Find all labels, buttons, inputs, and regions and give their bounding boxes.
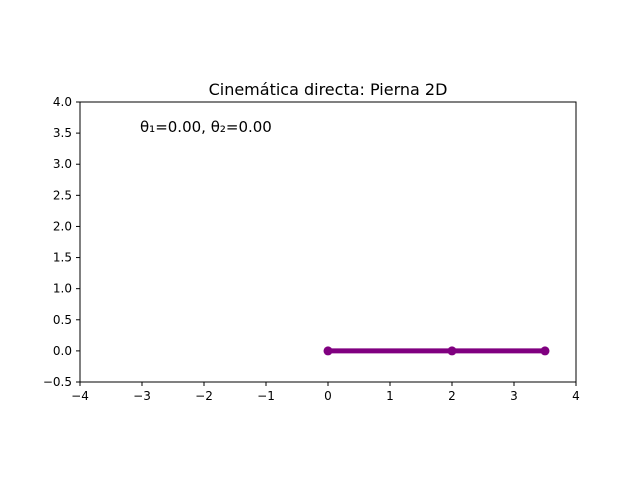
x-tick-label: 0: [324, 389, 332, 403]
x-tick-label: 1: [386, 389, 394, 403]
x-axis: −4 −3 −2 −1 0 1 2 3 4: [71, 382, 580, 403]
x-tick-label: 3: [510, 389, 518, 403]
y-tick-label: −0.5: [43, 375, 72, 389]
x-tick-label: −2: [195, 389, 213, 403]
y-tick-label: 1.0: [53, 282, 72, 296]
y-tick-label: 0.0: [53, 344, 72, 358]
x-tick-label: 4: [572, 389, 580, 403]
series-layer: [323, 346, 550, 356]
chart-title: Cinemática directa: Pierna 2D: [209, 80, 448, 99]
y-tick-label: 0.5: [53, 313, 72, 327]
x-tick-label: −4: [71, 389, 89, 403]
joint-point: [323, 346, 333, 356]
x-tick-label: −1: [257, 389, 275, 403]
y-tick-label: 4.0: [53, 95, 72, 109]
y-tick-label: 3.5: [53, 126, 72, 140]
y-tick-label: 3.0: [53, 157, 72, 171]
y-tick-label: 2.5: [53, 188, 72, 202]
x-tick-label: −3: [133, 389, 151, 403]
y-tick-label: 1.5: [53, 251, 72, 265]
joint-point: [447, 346, 457, 356]
x-tick-label: 2: [448, 389, 456, 403]
plot-area: −4 −3 −2 −1 0 1 2 3 4 −0.5 0.0 0.5 1.0 1.5 2.0 2.5 3.0 3…: [43, 95, 580, 403]
angle-annotation: θ₁=0.00, θ₂=0.00: [140, 118, 272, 136]
joint-point: [540, 346, 550, 356]
y-axis: −0.5 0.0 0.5 1.0 1.5 2.0 2.5 3.0 3.5 4.0: [43, 95, 80, 389]
y-tick-label: 2.0: [53, 219, 72, 233]
